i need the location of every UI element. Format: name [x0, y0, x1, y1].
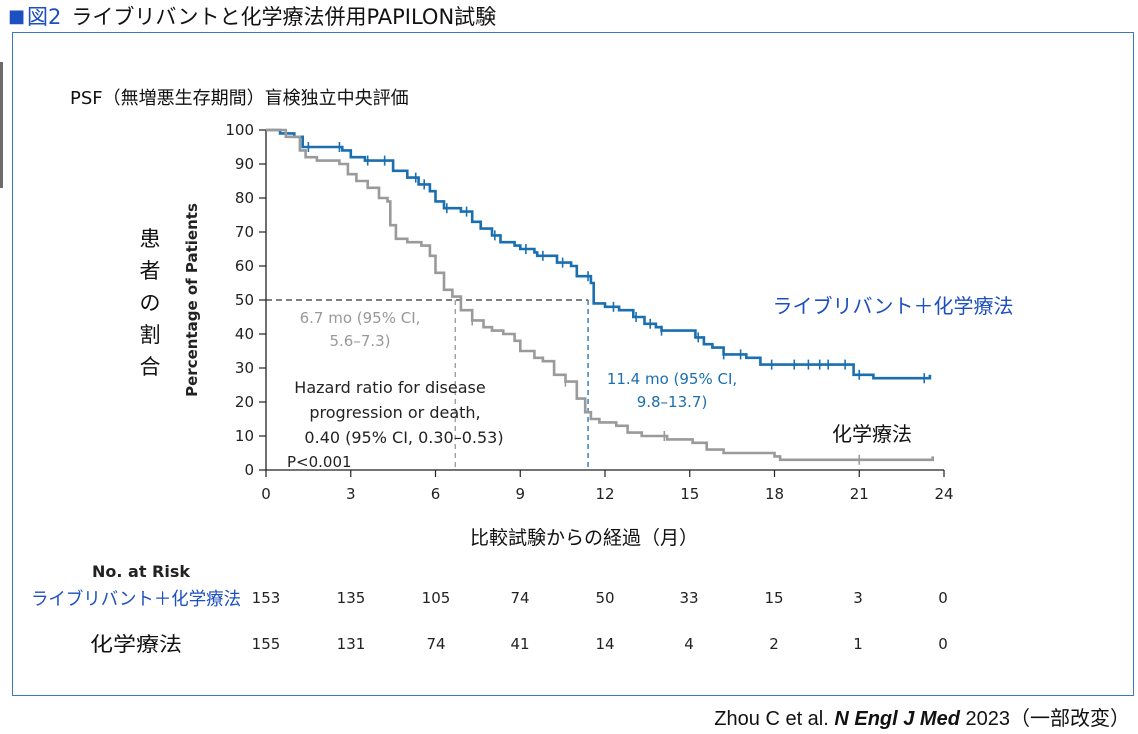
survival-curves [266, 128, 934, 465]
y-tick-label: 60 [235, 257, 254, 275]
risk-table-cell: 50 [595, 589, 614, 607]
x-tick-label: 0 [261, 485, 271, 503]
x-axis-label: 比較試験からの経過（月） [470, 527, 698, 549]
risk-table-cell: 3 [853, 589, 863, 607]
figure-title: ライブリバントと化学療法併用PAPILON試験 [71, 5, 497, 29]
risk-table-cell: 4 [684, 635, 694, 653]
citation-journal: N Engl J Med [834, 708, 960, 730]
risk-table-cell: 155 [252, 635, 281, 653]
hazard-annotation: progression or death, [309, 403, 480, 422]
y-tick-label: 90 [235, 155, 254, 173]
x-tick-label: 9 [515, 485, 525, 503]
y-axis-label-ja-char: の [140, 291, 161, 315]
y-axis-label-ja-char: 割 [140, 323, 161, 347]
figure-heading: ■ 図2 ライブリバントと化学療法併用PAPILON試験 [8, 2, 496, 30]
risk-table-cell: 14 [595, 635, 614, 653]
risk-table-cell: 0 [938, 589, 948, 607]
risk-table-cell: 131 [337, 635, 366, 653]
y-tick-label: 70 [235, 223, 254, 241]
citation-authors: Zhou C et al. [714, 708, 835, 730]
y-axis-label-ja-char: 合 [140, 355, 161, 379]
y-axis-label-ja-char: 患 [140, 227, 161, 251]
combo-median-annotation: 9.8–13.7) [637, 393, 708, 411]
risk-table-cell: 74 [510, 589, 529, 607]
chart-subtitle: PSF（無増悪生存期間）盲検独立中央評価 [70, 88, 409, 109]
figure-number: 図2 [27, 5, 62, 29]
combo-median-annotation: 11.4 mo (95% CI, [607, 370, 737, 388]
annotations: 6.7 mo (95% CI, 5.6–7.3) 11.4 mo (95% CI, 9… [287, 294, 1014, 471]
y-tick-label: 10 [235, 427, 254, 445]
y-tick-label: 30 [235, 359, 254, 377]
x-tick-label: 3 [346, 485, 356, 503]
risk-table-cell: 0 [938, 635, 948, 653]
x-tick-label: 18 [765, 485, 784, 503]
combo-series-label: ライブリバント＋化学療法 [773, 294, 1014, 318]
heading-marker: ■ [8, 5, 26, 27]
y-tick-label: 50 [235, 291, 254, 309]
risk-table-cell: 15 [764, 589, 783, 607]
risk-table-cell: 1 [853, 635, 863, 653]
x-tick-label: 15 [680, 485, 699, 503]
y-axis-label-ja-char: 者 [140, 259, 161, 283]
citation: Zhou C et al. N Engl J Med 2023（一部改変） [714, 702, 1130, 731]
x-tick-label: 12 [595, 485, 614, 503]
risk-table-cell: 74 [426, 635, 445, 653]
risk-table-cell: 105 [422, 589, 451, 607]
x-tick-label: 21 [850, 485, 869, 503]
y-tick-label: 100 [225, 121, 254, 139]
risk-table-cell: 41 [510, 635, 529, 653]
hazard-annotation: 0.40 (95% CI, 0.30–0.53) [304, 428, 503, 447]
y-tick-label: 20 [235, 393, 254, 411]
risk-table-cell: 33 [679, 589, 698, 607]
chemo-median-annotation: 5.6–7.3) [329, 332, 390, 350]
chemo-curve [266, 128, 934, 462]
risk-row-label-combo: ライブリバント＋化学療法 [31, 588, 241, 610]
x-tick-label: 6 [431, 485, 441, 503]
y-tick-label: 40 [235, 325, 254, 343]
y-tick-label: 0 [244, 461, 254, 479]
x-tick-label: 24 [934, 485, 953, 503]
risk-table-cell: 2 [769, 635, 779, 653]
left-edge-mark [0, 62, 3, 188]
p-value-annotation: P<0.001 [287, 453, 352, 471]
risk-table-cell: 153 [252, 589, 281, 607]
chemo-median-annotation: 6.7 mo (95% CI, [300, 309, 421, 327]
citation-year: 2023（一部改変） [959, 708, 1130, 730]
hazard-annotation: Hazard ratio for disease [294, 378, 485, 397]
risk-row-label-chemo: 化学療法 [90, 632, 182, 656]
median-lines [266, 299, 589, 470]
y-tick-label: 80 [235, 189, 254, 207]
chemo-series-label: 化学療法 [832, 422, 912, 446]
y-axis-label: Percentage of Patients [183, 203, 201, 397]
figure-frame [12, 32, 1134, 696]
risk-table-cell: 135 [337, 589, 366, 607]
risk-table-header: No. at Risk [92, 562, 190, 581]
